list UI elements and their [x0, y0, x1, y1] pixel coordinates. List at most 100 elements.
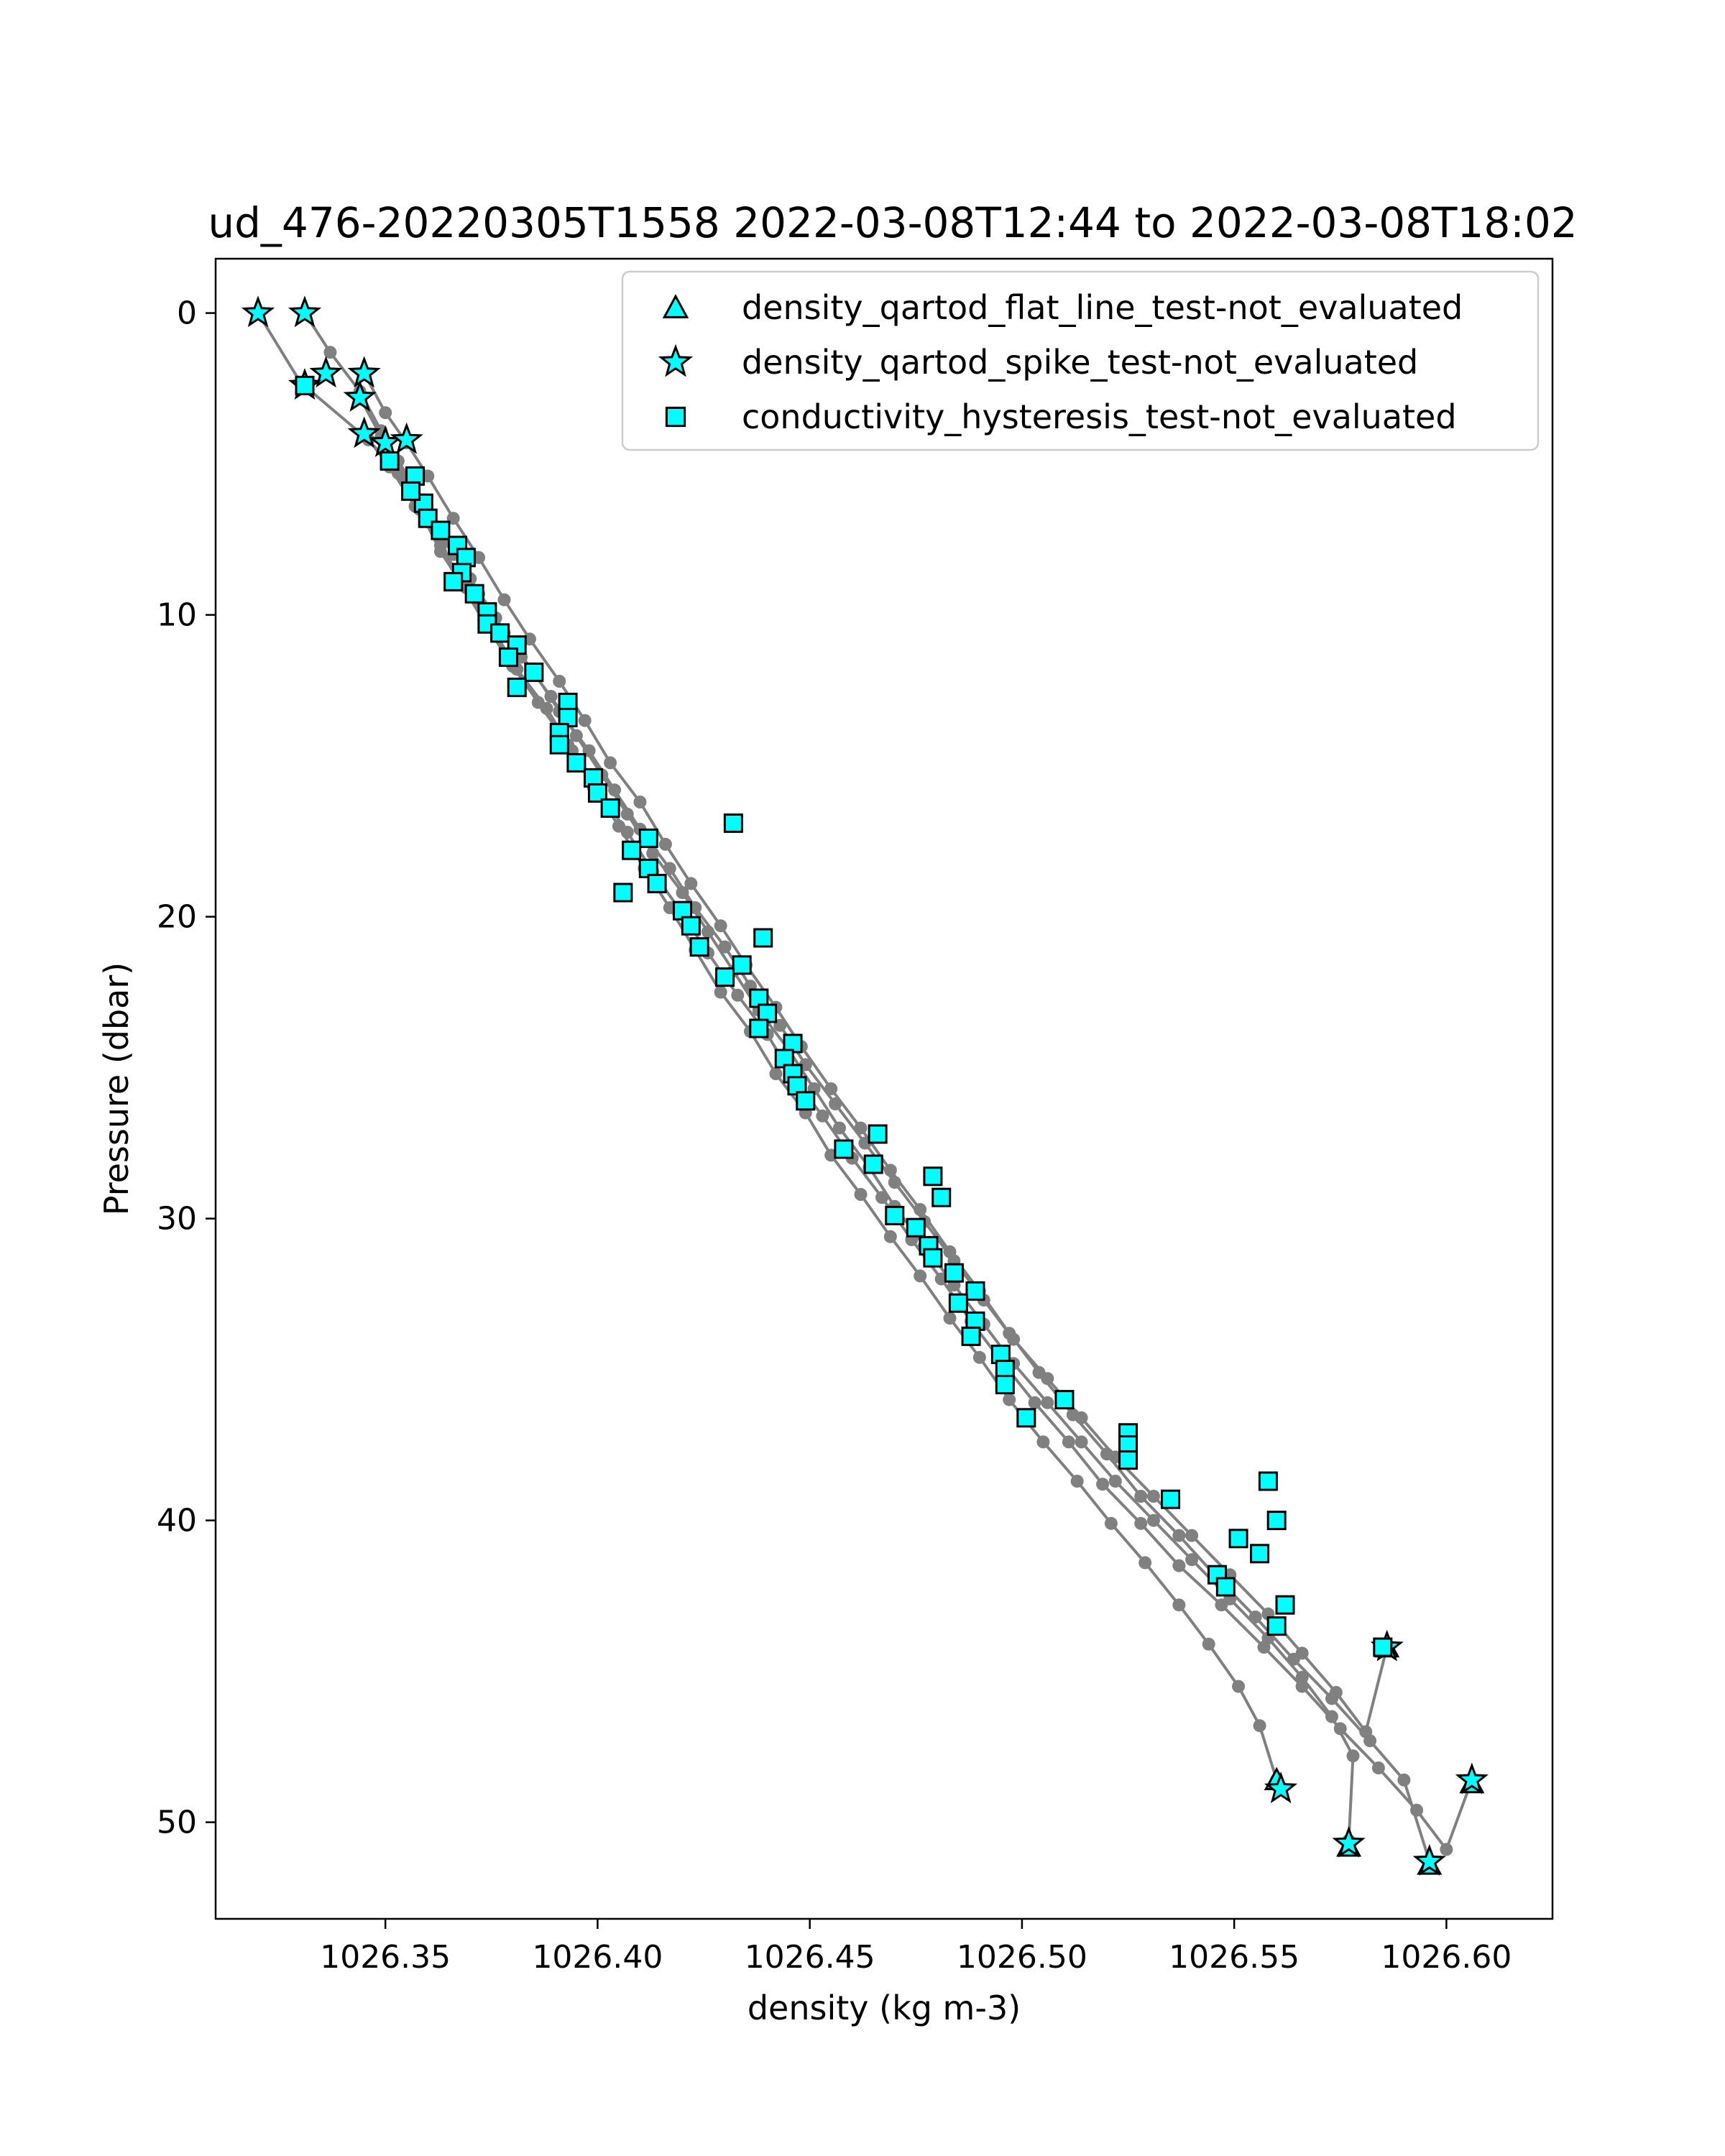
- square-marker: [1266, 1616, 1287, 1636]
- profile-point: [888, 1176, 901, 1189]
- profile-point: [620, 826, 634, 839]
- profile-point: [833, 1121, 846, 1135]
- profile-point: [1108, 1475, 1122, 1488]
- profile-point: [1215, 1598, 1228, 1612]
- star-marker: [1264, 1772, 1298, 1804]
- star-marker: [390, 422, 423, 454]
- profile-point: [323, 346, 337, 359]
- square-marker: [566, 752, 586, 773]
- square-marker: [681, 916, 701, 936]
- profile-point: [663, 862, 676, 875]
- square-marker: [638, 828, 658, 848]
- profile-point: [1295, 1680, 1309, 1693]
- square-marker: [689, 937, 709, 957]
- profile-point: [1134, 1516, 1148, 1530]
- square-marker: [863, 1154, 883, 1174]
- square-marker: [401, 481, 421, 501]
- profile-point: [1075, 1411, 1088, 1424]
- star-marker: [347, 416, 381, 448]
- square-marker: [490, 623, 510, 643]
- profile-point: [1232, 1680, 1246, 1693]
- y-tick-label: 30: [157, 1201, 197, 1238]
- profile-point: [1096, 1478, 1110, 1491]
- square-marker: [1266, 1511, 1287, 1531]
- profile-point: [1062, 1435, 1075, 1449]
- profile-point: [1295, 1646, 1309, 1660]
- star-marker: [241, 295, 275, 328]
- profile-point: [1257, 1641, 1271, 1654]
- square-marker: [600, 798, 620, 818]
- profile-point: [540, 701, 553, 715]
- profile-point: [1138, 1556, 1152, 1570]
- star-marker: [309, 356, 343, 388]
- square-marker: [498, 647, 518, 667]
- profile-point: [684, 877, 698, 890]
- profile-point: [379, 406, 392, 420]
- square-marker: [380, 451, 400, 471]
- square-marker: [944, 1263, 964, 1283]
- plot-frame: [214, 257, 1554, 1920]
- legend-box: [621, 270, 1540, 451]
- profile-point: [658, 837, 672, 851]
- profile-point: [1146, 1514, 1160, 1527]
- profile-point: [604, 756, 617, 770]
- square-marker: [1228, 1529, 1248, 1549]
- profile-point: [497, 593, 511, 607]
- profile-point: [620, 807, 634, 821]
- profile-point: [1007, 1332, 1021, 1346]
- profile-point: [1172, 1598, 1186, 1612]
- profile-point: [1359, 1725, 1373, 1738]
- square-marker: [464, 584, 484, 604]
- profile-point: [816, 1109, 829, 1123]
- square-marker: [1258, 1471, 1278, 1491]
- profile-point: [1410, 1803, 1424, 1817]
- profile-point: [1371, 1761, 1385, 1774]
- profile-point: [1397, 1773, 1411, 1787]
- x-tick-label: 1026.45: [745, 1939, 875, 1976]
- x-tick-label: 1026.40: [532, 1939, 663, 1976]
- y-axis-label: Pressure (dbar): [97, 962, 136, 1215]
- square-marker: [948, 1293, 968, 1313]
- square-marker: [431, 520, 451, 540]
- profile-point: [578, 714, 592, 727]
- profile-point: [1146, 1490, 1160, 1503]
- x-axis-label: density (kg m-3): [748, 1989, 1021, 2027]
- profile-point: [1329, 1686, 1343, 1699]
- legend-label: density_qartod_flat_line_test-not_evalua…: [742, 288, 1463, 327]
- square-marker: [923, 1166, 943, 1187]
- square-marker: [622, 840, 642, 860]
- square-marker: [295, 375, 315, 395]
- square-marker: [1161, 1489, 1181, 1509]
- square-marker: [753, 928, 773, 948]
- profile-point: [1346, 1749, 1360, 1763]
- profile-point: [1070, 1475, 1084, 1488]
- x-tick-label: 1026.55: [1169, 1939, 1300, 1976]
- square-marker: [1016, 1408, 1036, 1428]
- profile-point: [875, 1191, 889, 1204]
- plot-area: [241, 295, 1489, 1876]
- profile-point: [1172, 1529, 1186, 1542]
- legend-triangle-marker: [662, 294, 689, 318]
- star-marker: [1332, 1825, 1366, 1858]
- profile-point: [1041, 1396, 1054, 1409]
- square-marker: [443, 571, 464, 591]
- profile-point: [1440, 1843, 1453, 1856]
- square-marker: [749, 1018, 769, 1038]
- square-marker: [834, 1139, 854, 1159]
- legend: density_qartod_flat_line_test-not_evalua…: [621, 270, 1540, 451]
- profile-point: [1172, 1559, 1186, 1572]
- profile-point: [714, 919, 727, 933]
- profile-point: [1028, 1396, 1041, 1409]
- square-marker: [549, 734, 569, 755]
- legend-star-marker: [658, 344, 694, 377]
- star-marker: [347, 356, 381, 388]
- profile-point: [633, 796, 647, 808]
- square-marker: [723, 813, 743, 833]
- profile-point: [553, 675, 566, 688]
- square-marker: [885, 1205, 905, 1225]
- profile-point: [854, 1188, 868, 1201]
- square-marker: [965, 1281, 985, 1301]
- profile-point: [1041, 1372, 1054, 1386]
- profile-point: [1333, 1722, 1347, 1736]
